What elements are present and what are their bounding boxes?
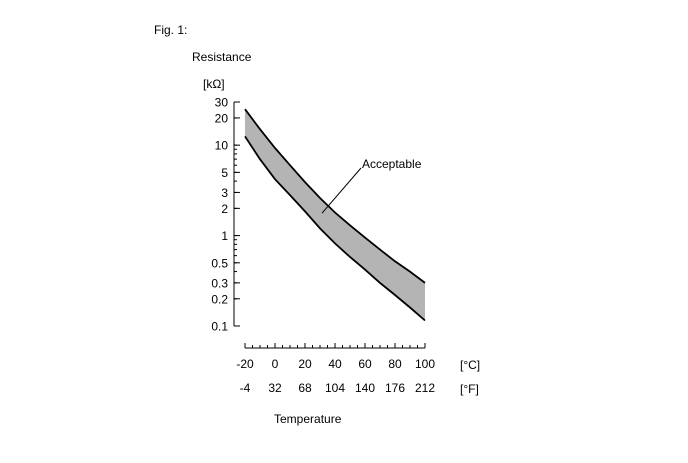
y-tick-label: 1 (221, 229, 228, 243)
x-tick-label-celsius: -20 (236, 357, 254, 371)
x-axis-title: Temperature (274, 412, 342, 426)
x-tick-label-celsius: 80 (388, 357, 402, 371)
lower-limit-line (244, 135, 426, 322)
x-axis-unit-celsius: [°C] (460, 358, 481, 372)
acceptable-leader-line (321, 167, 362, 214)
x-tick-label-fahrenheit: 140 (355, 381, 375, 395)
acceptable-label: Acceptable (362, 157, 422, 171)
y-tick-label: 10 (215, 139, 229, 153)
x-tick-label-fahrenheit: 212 (415, 381, 435, 395)
x-tick-label-celsius: 40 (328, 357, 342, 371)
y-tick-label: 20 (215, 111, 229, 125)
y-axis-title: Resistance (192, 50, 252, 64)
x-tick-label-fahrenheit: 104 (325, 381, 345, 395)
x-tick-label-fahrenheit: 32 (268, 381, 282, 395)
x-tick-label-fahrenheit: 176 (385, 381, 405, 395)
y-tick-label: 0.1 (211, 320, 228, 334)
y-tick-label: 0.3 (211, 276, 228, 290)
y-tick-label: 5 (221, 166, 228, 180)
y-tick-label: 3 (221, 186, 228, 200)
y-tick-label: 0.5 (211, 256, 228, 270)
x-tick-label-fahrenheit: 68 (298, 381, 312, 395)
figure-label: Fig. 1: (154, 23, 188, 37)
x-axis-unit-fahrenheit: [°F] (460, 382, 479, 396)
y-tick-label: 2 (221, 202, 228, 216)
acceptable-band (245, 109, 425, 321)
x-tick-label-celsius: 60 (358, 357, 372, 371)
y-tick-label: 30 (215, 96, 229, 110)
upper-limit-line (244, 108, 426, 284)
x-tick-label-celsius: 0 (272, 357, 279, 371)
y-axis-unit: [kΩ] (203, 77, 225, 91)
x-tick-label-celsius: 20 (298, 357, 312, 371)
x-tick-label-fahrenheit: -4 (240, 381, 251, 395)
x-tick-label-celsius: 100 (415, 357, 435, 371)
y-tick-label: 0.2 (211, 292, 228, 306)
